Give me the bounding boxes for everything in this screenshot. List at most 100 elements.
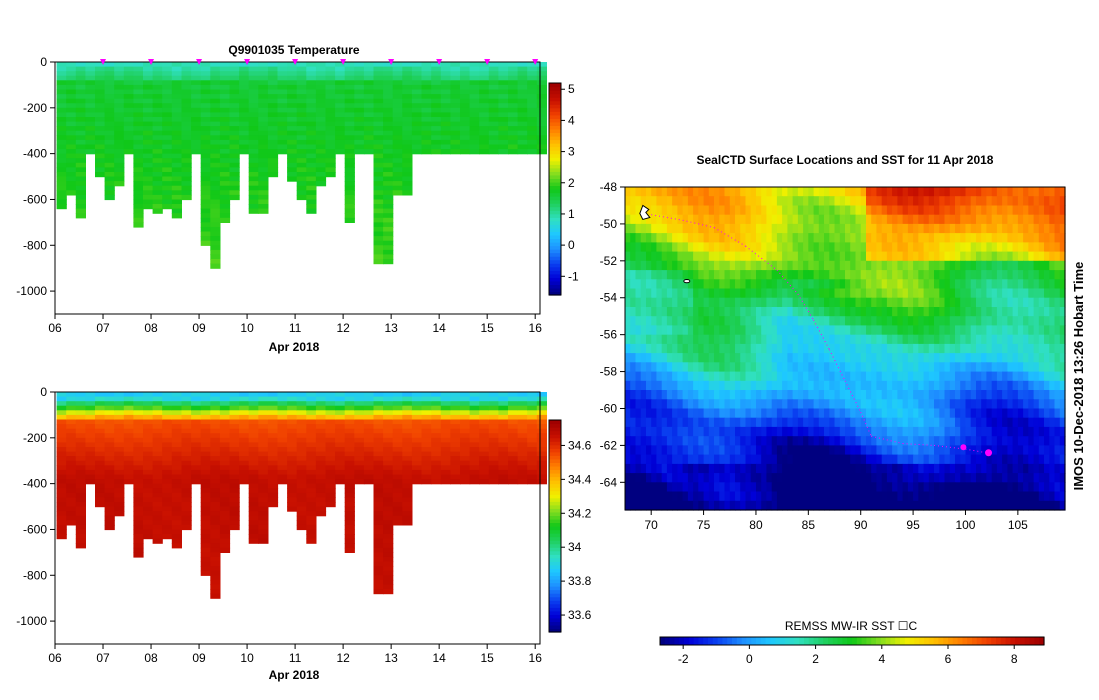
sst-cell <box>871 316 877 326</box>
profile-cell <box>354 84 365 91</box>
sst-cell <box>834 233 841 243</box>
sst-cell <box>1038 223 1045 234</box>
sst-cell <box>687 288 694 299</box>
sst-cell <box>1017 362 1024 373</box>
profile-cell <box>171 465 182 471</box>
profile-cell <box>306 103 317 109</box>
profile-cell <box>315 176 327 182</box>
profile-cell <box>373 392 384 398</box>
sst-cell <box>771 214 778 225</box>
profile-cell <box>162 126 173 132</box>
profile-cell <box>267 437 279 443</box>
profile-cell <box>123 405 134 411</box>
sst-cell <box>913 362 919 373</box>
profile-cell <box>56 139 67 146</box>
profile-cell <box>85 474 96 480</box>
sst-cell <box>871 325 877 336</box>
sst-cell <box>666 307 673 317</box>
sst-cell <box>661 279 668 290</box>
sst-cell <box>797 353 804 363</box>
profile-cell <box>75 194 86 201</box>
profile-cell <box>363 451 375 457</box>
profile-cell <box>460 433 471 439</box>
profile-cell <box>95 442 106 448</box>
sst-cell <box>976 270 982 280</box>
profile-cell <box>104 66 115 72</box>
profile-cell <box>200 424 211 430</box>
sst-cell <box>1017 187 1024 197</box>
profile-cell <box>315 153 327 159</box>
profile-cell <box>66 98 77 104</box>
profile-cell <box>210 437 221 443</box>
profile-cell <box>498 392 509 398</box>
sst-cell <box>813 307 820 317</box>
profile-cell <box>75 117 86 123</box>
profile-cell <box>258 442 269 448</box>
profile-cell <box>373 153 384 159</box>
profile-cell <box>75 176 86 182</box>
sst-cell <box>913 270 919 280</box>
profile-cell <box>315 89 327 95</box>
profile-cell <box>431 460 442 466</box>
profile-cell <box>152 162 163 168</box>
sst-cell <box>630 325 636 336</box>
sst-cell <box>876 214 883 225</box>
profile-cell <box>210 213 221 219</box>
profile-cell <box>383 236 394 242</box>
profile-cell <box>85 460 96 466</box>
profile-cell <box>277 126 288 132</box>
sst-cell <box>625 270 631 280</box>
profile-cell <box>306 167 317 173</box>
profile-cell <box>277 130 288 136</box>
profile-cell <box>152 139 163 146</box>
profile-cell <box>363 396 375 402</box>
profile-cell <box>56 194 67 201</box>
sst-cell <box>970 297 977 308</box>
profile-cell <box>123 75 134 81</box>
colorbar-segment <box>549 511 561 516</box>
sst-cell <box>682 390 689 400</box>
sst-cell <box>876 251 883 262</box>
sst-cell <box>1023 380 1029 391</box>
salinity-plot-frame <box>54 391 541 645</box>
profile-cell <box>152 511 163 517</box>
profile-cell <box>56 424 67 430</box>
profile-cell <box>200 437 211 443</box>
sst-cell <box>829 316 836 326</box>
profile-cell <box>373 213 384 219</box>
colorbar-tick-label: 34.4 <box>568 472 592 486</box>
profile-cell <box>373 456 384 462</box>
profile-cell <box>171 204 182 210</box>
profile-cell <box>306 144 317 150</box>
sst-cell <box>1038 390 1045 400</box>
profile-cell <box>66 483 77 489</box>
sst-cell <box>1028 362 1035 373</box>
colorbar-segment <box>549 192 561 197</box>
profile-cell <box>488 469 499 476</box>
sst-cell <box>776 251 783 262</box>
sst-cell <box>792 223 799 234</box>
sst-cell <box>714 214 720 225</box>
profile-cell <box>392 437 403 443</box>
profile-cell <box>344 547 355 553</box>
profile-cell <box>114 469 125 476</box>
profile-cell <box>258 447 269 453</box>
profile-cell <box>479 149 490 155</box>
sst-cell <box>913 371 919 382</box>
sst-cell <box>666 334 673 345</box>
profile-cell <box>239 396 250 402</box>
profile-cell <box>143 437 154 443</box>
profile-cell <box>469 144 480 150</box>
profile-cell <box>383 121 394 127</box>
sst-cell <box>923 205 930 216</box>
profile-cell <box>536 479 547 485</box>
sst-cell <box>960 242 966 253</box>
profile-cell <box>306 497 317 503</box>
profile-cell <box>344 502 355 508</box>
profile-cell <box>181 405 192 411</box>
sst-cell <box>907 279 914 290</box>
profile-cell <box>200 502 211 508</box>
profile-cell <box>411 62 423 68</box>
profile-cell <box>95 107 106 113</box>
profile-cell <box>75 447 86 453</box>
